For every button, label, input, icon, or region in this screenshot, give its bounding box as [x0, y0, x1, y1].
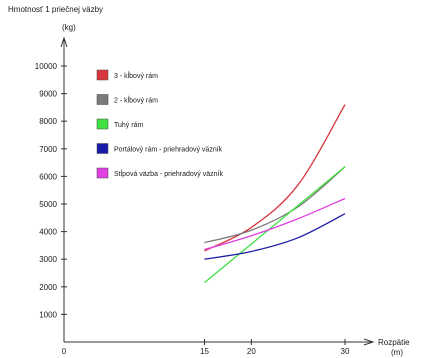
y-tick-label: 4000 [39, 228, 57, 237]
series-line-4 [204, 213, 346, 260]
y-axis-title-line-1: Hmotnosť 1 priečnej väzby [8, 5, 103, 14]
x-axis-arrow [363, 338, 375, 346]
x-axis-title-line-1: Rozpätie [378, 338, 410, 347]
y-tick-label: 2000 [39, 283, 57, 292]
y-tick-label: 7000 [39, 145, 57, 154]
legend-label-1: 3 - kĺbový rám [114, 71, 158, 80]
y-tick-label: 3000 [39, 255, 57, 264]
axes: 1000 2000 3000 4000 5000 6000 7000 8000 9000 1000… [35, 36, 375, 356]
x-tick-label: 0 [62, 347, 67, 356]
y-tick-label: 9000 [39, 90, 57, 99]
y-tick-label: 5000 [39, 200, 57, 209]
y-tick-label: 10000 [35, 62, 58, 71]
y-tick-label: 8000 [39, 117, 57, 126]
y-tick-label: 1000 [39, 310, 57, 319]
legend-label-4: Portálový rám - priehradový väzník [114, 147, 223, 154]
x-axis-title: Rozpätie (m) [378, 338, 410, 357]
y-axis-title: Hmotnosť 1 priečnej väzby (kg) [8, 5, 103, 32]
series-line-1 [204, 104, 346, 252]
legend: 3 - kĺbový rám 2 - kĺbový rám Tuhý rám Port… [96, 69, 223, 179]
series-line-2 [204, 166, 346, 244]
legend-swatch-4 [96, 143, 109, 154]
y-axis-title-line-2: (kg) [62, 23, 76, 32]
y-axis-arrow [60, 36, 68, 48]
legend-swatch-3 [96, 118, 109, 130]
series-line-3 [204, 166, 346, 284]
x-tick-label: 30 [341, 347, 350, 356]
x-tick-label: 15 [200, 347, 209, 356]
x-axis-title-line-2: (m) [391, 348, 403, 357]
legend-swatch-5 [96, 167, 109, 179]
legend-label-5: Stĺpová väzba - priehradový väzník [114, 169, 223, 178]
y-tick-label: 6000 [39, 172, 57, 181]
x-tick-label: 20 [247, 347, 256, 356]
legend-swatch-1 [96, 69, 109, 81]
series-line-5 [204, 197, 346, 251]
legend-label-2: 2 - kĺbový rám [114, 96, 158, 105]
series-lines [204, 104, 346, 284]
legend-swatch-2 [96, 94, 109, 105]
legend-label-3: Tuhý rám [114, 122, 143, 129]
